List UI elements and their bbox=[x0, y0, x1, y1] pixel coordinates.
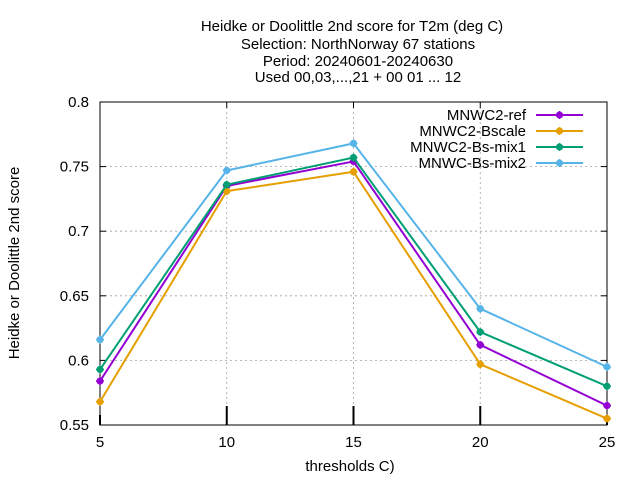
data-point bbox=[603, 401, 611, 410]
series-group bbox=[96, 139, 611, 423]
data-point bbox=[555, 143, 564, 151]
chart-title: Heidke or Doolittle 2nd score for T2m (d… bbox=[201, 18, 503, 86]
data-point bbox=[603, 414, 611, 423]
legend-item: MNWC2-Bscale bbox=[419, 123, 583, 140]
data-point bbox=[476, 340, 485, 349]
x-axis-ticks: 5 10 15 20 25 bbox=[96, 102, 616, 451]
data-point bbox=[96, 365, 104, 374]
y-tick-label: 0.75 bbox=[60, 159, 89, 176]
grid bbox=[100, 102, 607, 425]
x-tick-label: 15 bbox=[345, 434, 362, 451]
x-tick-label: 10 bbox=[218, 434, 235, 451]
data-point bbox=[222, 180, 231, 189]
data-point bbox=[96, 335, 104, 344]
data-point bbox=[96, 397, 104, 406]
legend-item: MNWC2-ref bbox=[447, 107, 583, 124]
data-point bbox=[349, 167, 358, 176]
title-line-2: Selection: NorthNorway 67 stations bbox=[241, 36, 475, 53]
data-point bbox=[603, 362, 611, 371]
y-axis-ticks: 0.55 0.6 0.65 0.7 0.75 0.8 bbox=[60, 94, 607, 434]
data-point bbox=[476, 360, 485, 369]
y-tick-label: 0.55 bbox=[60, 417, 89, 434]
legend-item: MNWC2-Bs-mix1 bbox=[410, 139, 583, 156]
title-line-4: Used 00,03,...,21 + 00 01 ... 12 bbox=[255, 69, 461, 86]
legend-label: MNWC2-ref bbox=[447, 107, 527, 124]
legend-label: MNWC-Bs-mix2 bbox=[419, 155, 526, 172]
legend-label: MNWC2-Bscale bbox=[419, 123, 526, 140]
legend-item: MNWC-Bs-mix2 bbox=[419, 155, 583, 172]
legend: MNWC2-refMNWC2-BscaleMNWC2-Bs-mix1MNWC-B… bbox=[410, 107, 583, 172]
x-tick-label: 25 bbox=[599, 434, 616, 451]
x-tick-label: 20 bbox=[472, 434, 489, 451]
data-point bbox=[555, 111, 564, 119]
data-point bbox=[349, 153, 358, 162]
legend-label: MNWC2-Bs-mix1 bbox=[410, 139, 526, 156]
y-tick-label: 0.8 bbox=[68, 94, 89, 111]
data-point bbox=[476, 304, 485, 313]
data-point bbox=[555, 159, 564, 167]
x-axis-label: thresholds C) bbox=[305, 458, 394, 475]
title-line-1: Heidke or Doolittle 2nd score for T2m (d… bbox=[201, 18, 503, 35]
series-mnwc2-bs-mix1 bbox=[96, 153, 611, 391]
y-tick-label: 0.7 bbox=[68, 223, 89, 240]
data-point bbox=[476, 327, 485, 336]
y-tick-label: 0.65 bbox=[60, 288, 89, 305]
title-line-3: Period: 20240601-20240630 bbox=[263, 53, 453, 70]
data-point bbox=[555, 127, 564, 135]
x-tick-label: 5 bbox=[96, 434, 104, 451]
series-mnwc-bs-mix2 bbox=[96, 139, 611, 371]
y-axis-label: Heidke or Doolittle 2nd score bbox=[6, 167, 23, 360]
data-point bbox=[96, 377, 104, 386]
data-point bbox=[603, 382, 611, 391]
series-mnwc2-bscale bbox=[96, 167, 611, 423]
data-point bbox=[349, 139, 358, 148]
y-tick-label: 0.6 bbox=[68, 352, 89, 369]
data-point bbox=[222, 166, 231, 175]
series-line bbox=[99, 156, 608, 388]
